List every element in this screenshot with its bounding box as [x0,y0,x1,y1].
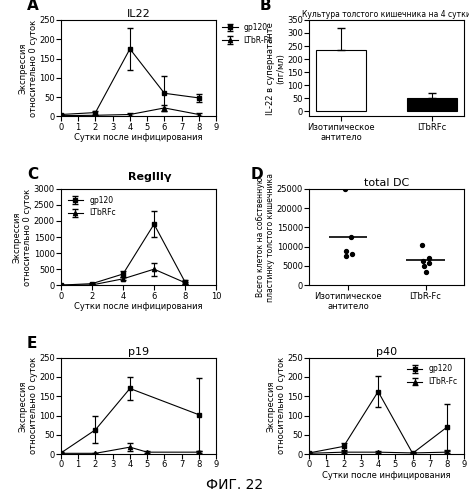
Text: D: D [250,167,263,182]
Y-axis label: Экспрессия
относительно 0 суток: Экспрессия относительно 0 суток [18,19,38,117]
Text: A: A [27,0,38,13]
Point [425,259,432,267]
Point [343,252,350,260]
Title: IL22: IL22 [127,9,151,19]
Legend: gp120, LTbR-Fc: gp120, LTbR-Fc [219,20,276,48]
Point [341,185,348,193]
Point [426,254,433,262]
Bar [407,98,457,111]
Text: C: C [27,167,38,182]
Y-axis label: Экспрессия
относительно 0 суток: Экспрессия относительно 0 суток [266,357,286,455]
Point [348,250,356,257]
Y-axis label: Всего клеток на собственную
пластинку толстого кишечника: Всего клеток на собственную пластинку то… [256,173,275,301]
X-axis label: Сутки после инфицирования: Сутки после инфицирования [74,133,203,142]
Point [342,247,349,254]
Title: p40: p40 [376,347,397,357]
Title: total DC: total DC [364,178,409,188]
Title: p19: p19 [128,347,149,357]
Bar [316,50,366,111]
Y-axis label: Экспрессия
относительно 0 суток: Экспрессия относительно 0 суток [18,357,38,455]
Point [419,241,426,249]
Text: B: B [259,0,271,13]
Point [423,268,430,276]
Y-axis label: IL-22 в супернатанте
(пг/мл): IL-22 в супернатанте (пг/мл) [266,22,286,115]
Title: Культура толстого кишечника на 4 сутки: Культура толстого кишечника на 4 сутки [303,10,469,19]
X-axis label: Сутки после инфицирования: Сутки после инфицирования [323,471,451,480]
Text: RegIIIγ: RegIIIγ [129,172,172,182]
Text: ФИГ. 22: ФИГ. 22 [206,478,263,492]
Point [420,262,428,270]
Text: E: E [27,336,37,351]
Legend: gp120, LTbR-Fc: gp120, LTbR-Fc [404,361,461,389]
Legend: gp120, LTbRFc: gp120, LTbRFc [65,193,119,221]
Point [419,257,427,265]
Point [348,233,355,241]
Y-axis label: Экспрессия
относительно 0 суток: Экспрессия относительно 0 суток [13,189,32,285]
X-axis label: Сутки после инфицирования: Сутки после инфицирования [74,302,203,311]
